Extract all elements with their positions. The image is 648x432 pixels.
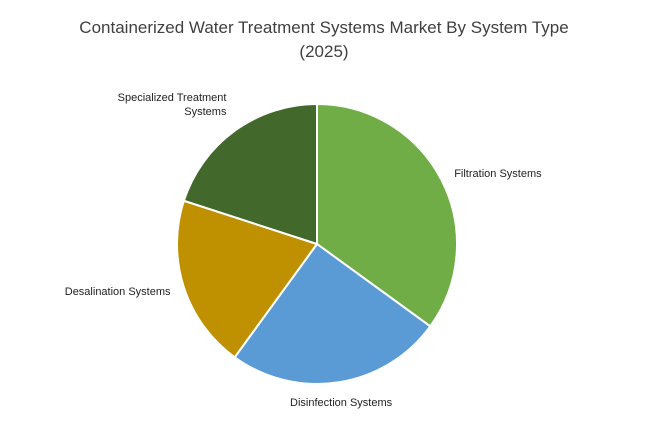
- pie-slice: [176, 199, 319, 359]
- chart-title: Containerized Water Treatment Systems Ma…: [79, 18, 569, 61]
- pie-slice: [233, 242, 432, 385]
- slice-label: Specialized Treatment Systems: [117, 92, 227, 119]
- slice-label: Desalination Systems: [64, 285, 171, 298]
- pie-slice: [182, 102, 318, 246]
- slice-label: Filtration Systems: [454, 168, 542, 181]
- slice-label: Disinfection Systems: [290, 397, 393, 410]
- pie-slice: [316, 102, 458, 328]
